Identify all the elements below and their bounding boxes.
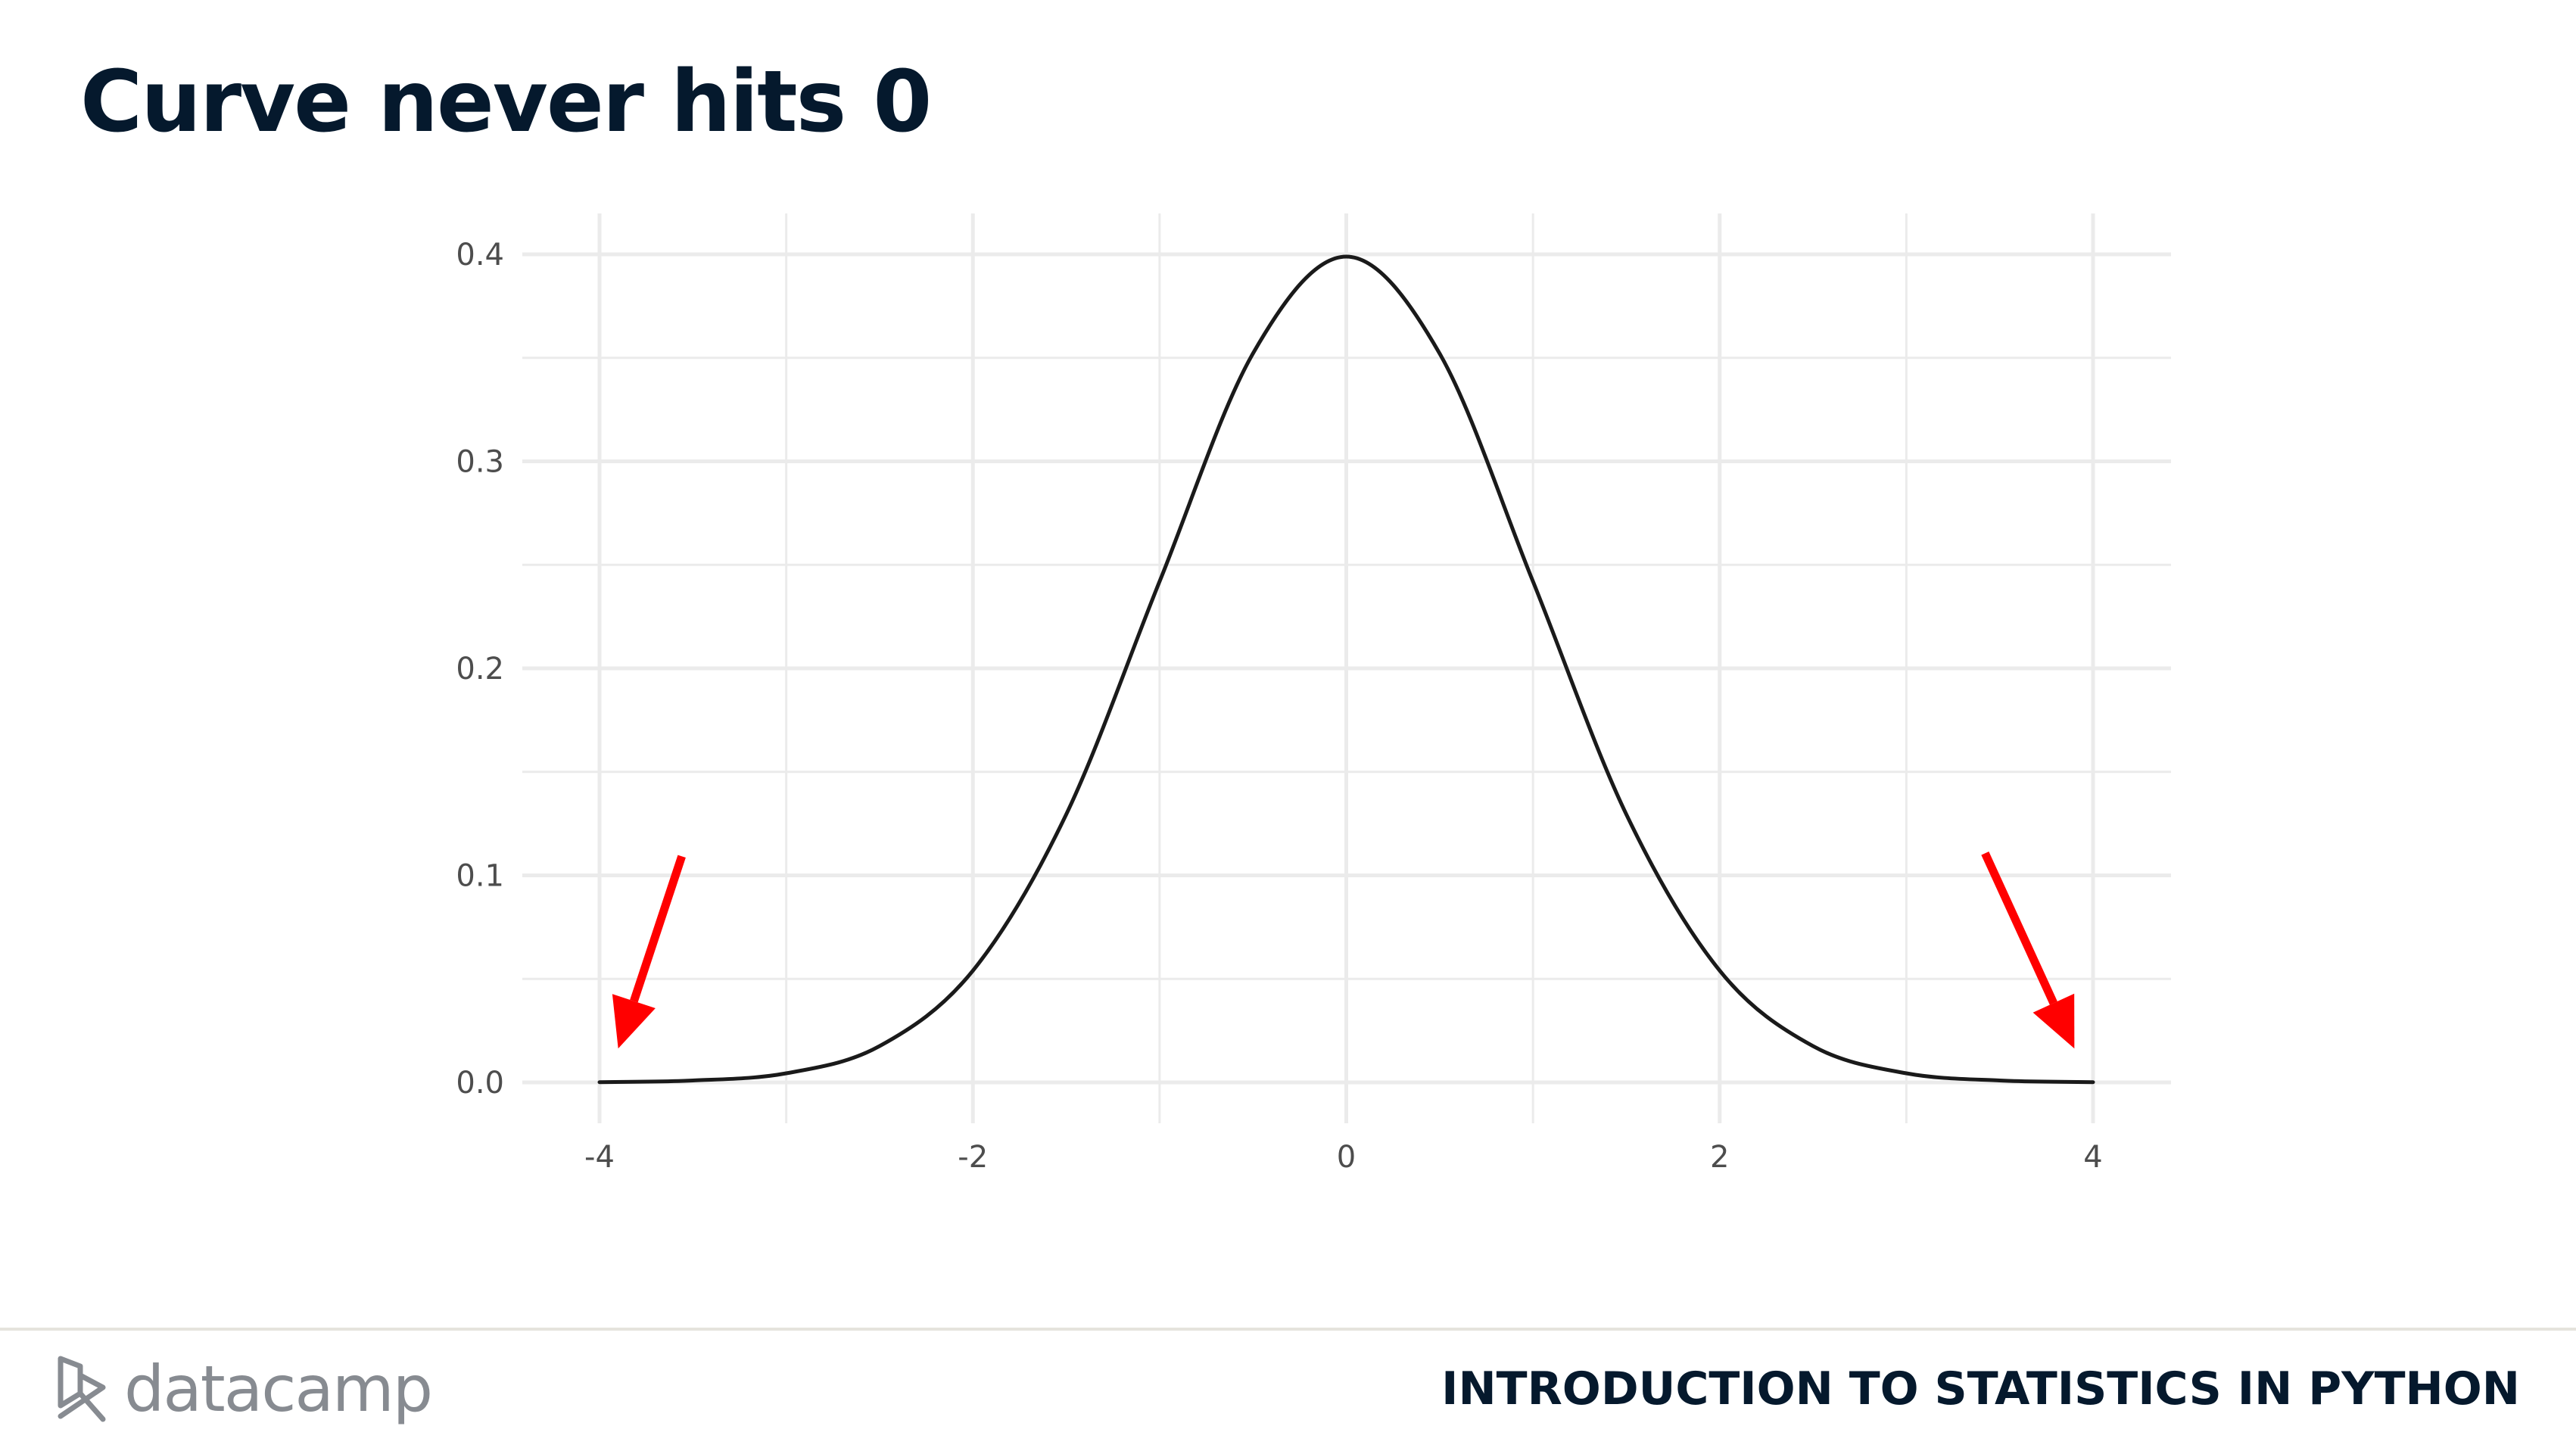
annotation-arrow xyxy=(1981,852,2075,1049)
y-tick-label: 0.3 xyxy=(456,445,504,480)
x-tick-label: -4 xyxy=(584,1140,615,1175)
logo-text: datacamp xyxy=(124,1352,433,1426)
curve-layer xyxy=(597,254,2095,1085)
footer-divider xyxy=(0,1328,2576,1331)
datacamp-logo: datacamp xyxy=(53,1347,433,1431)
y-tick-label: 0.4 xyxy=(456,238,504,272)
arrow-head xyxy=(612,994,656,1049)
x-axis: -4 -2 0 2 4 xyxy=(584,1140,2103,1175)
x-tick-label: -2 xyxy=(958,1140,988,1175)
y-tick-label: 0.1 xyxy=(456,859,504,894)
x-tick-label: 4 xyxy=(2083,1140,2102,1175)
arrow-head xyxy=(2032,993,2075,1049)
datacamp-logo-icon xyxy=(58,1356,106,1422)
slide-title: Curve never hits 0 xyxy=(80,53,932,151)
arrow-layer xyxy=(612,852,2075,1049)
y-tick-label: 0.2 xyxy=(456,652,504,687)
arrow-shaft xyxy=(1981,852,2057,1005)
annotation-arrow xyxy=(612,855,686,1049)
x-tick-label: 2 xyxy=(1710,1140,1729,1175)
grid xyxy=(522,213,2171,1123)
density-curve xyxy=(597,254,2095,1085)
x-tick-label: 0 xyxy=(1337,1140,1356,1175)
y-axis: 0.0 0.1 0.2 0.3 0.4 xyxy=(456,238,504,1101)
course-name: INTRODUCTION TO STATISTICS IN PYTHON xyxy=(1441,1362,2520,1415)
arrow-shaft xyxy=(630,855,686,1003)
y-tick-label: 0.0 xyxy=(456,1066,504,1101)
